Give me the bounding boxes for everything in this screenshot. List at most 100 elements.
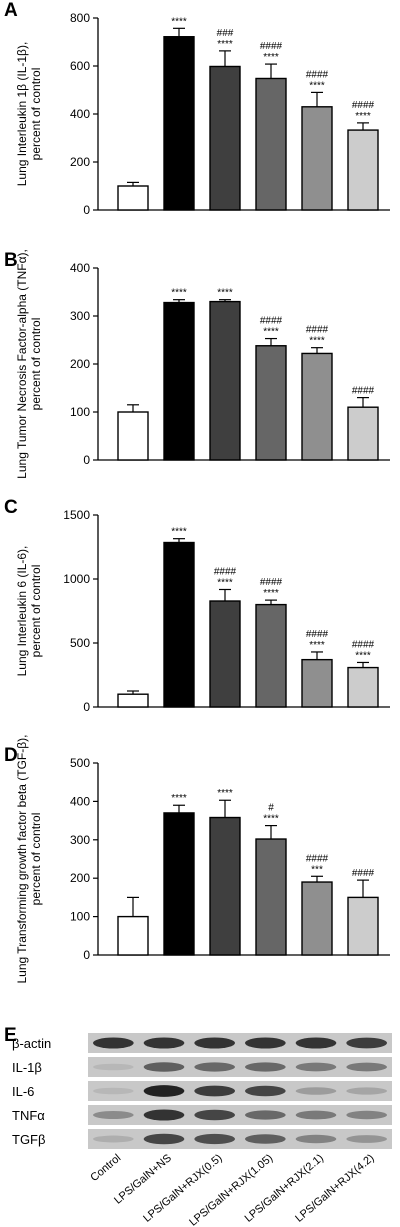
y-tick-label: 600 — [70, 59, 90, 73]
bar — [209, 300, 241, 461]
blot-band — [346, 1037, 387, 1049]
bar — [163, 541, 195, 708]
blot-band — [143, 1133, 185, 1145]
y-tick-label: 0 — [83, 203, 90, 217]
bar — [117, 411, 149, 461]
significance-label: **** — [217, 788, 233, 799]
y-axis-label-line: percent of control — [29, 318, 43, 411]
bar — [163, 36, 195, 211]
significance-line: #### — [260, 577, 283, 588]
y-tick-label: 0 — [83, 700, 90, 714]
significance-line: #### — [214, 566, 237, 577]
y-tick-label: 800 — [70, 11, 90, 25]
significance-line: #### — [352, 100, 375, 111]
significance-line: **** — [263, 52, 279, 63]
significance-line: #### — [260, 316, 283, 327]
y-axis-label-line: Lung Transforming growth factor beta (TG… — [15, 735, 29, 984]
y-tick-label: 200 — [70, 871, 90, 885]
y-axis-label: Lung Transforming growth factor beta (TG… — [15, 735, 43, 984]
blot-band — [194, 1085, 236, 1097]
significance-line: **** — [263, 327, 279, 338]
blot-band — [346, 1110, 387, 1120]
bar-chart-B: 0 100 200 300 400 Lung Tumor Necrosis Factor-… — [15, 249, 390, 479]
significance-line: **** — [171, 16, 187, 27]
significance-line: #### — [306, 853, 329, 864]
blot-band — [143, 1062, 185, 1072]
bar — [255, 77, 287, 211]
y-tick-label: 500 — [70, 756, 90, 770]
significance-line: **** — [171, 793, 187, 804]
blot-band — [245, 1062, 286, 1072]
bar — [255, 603, 287, 708]
blot-band — [295, 1062, 337, 1072]
western-blot-panel: E β-actin IL-1β IL-6 TNFα TGFβ Control LPS/Gal… — [0, 1025, 400, 1227]
chart-panel-B: B 0 100 200 300 400 Lung Tumor Necrosis Factor… — [0, 249, 400, 490]
y-tick-label: 0 — [83, 453, 90, 467]
blot-band — [245, 1134, 286, 1144]
significance-line: **** — [263, 814, 279, 825]
significance-line: #### — [260, 41, 283, 52]
significance-label: #### **** — [306, 325, 329, 347]
blot-band — [295, 1087, 337, 1095]
blot-row-label: TGFβ — [12, 1132, 45, 1147]
y-tick-label: 300 — [70, 309, 90, 323]
y-axis-label-line: Lung Tumor Necrosis Factor-alpha (TNFα), — [15, 249, 29, 479]
significance-label: **** — [171, 527, 187, 538]
significance-label: #### *** — [306, 853, 329, 875]
blot-band — [143, 1037, 185, 1049]
bar-chart-A: 0 200 400 600 800 Lung Interleukin 1β (IL-1β)… — [15, 11, 390, 217]
category-label: LPS/GalN+RJX(1.05) — [187, 1152, 275, 1227]
significance-line: **** — [171, 288, 187, 299]
y-axis-label: Lung Interleukin 6 (IL-6),percent of con… — [15, 546, 43, 677]
bar — [301, 881, 333, 956]
significance-label: **** — [171, 16, 187, 27]
y-axis-label: Lung Interleukin 1β (IL-1β),percent of c… — [15, 42, 43, 187]
panel-letter-E: E — [4, 1025, 17, 1046]
bar — [209, 65, 241, 211]
y-axis-label: Lung Tumor Necrosis Factor-alpha (TNFα),… — [15, 249, 43, 479]
significance-label: ### **** — [217, 28, 234, 50]
significance-label: # **** — [263, 803, 279, 825]
significance-line: #### — [352, 639, 375, 650]
significance-line: **** — [309, 640, 325, 651]
significance-label: **** — [171, 288, 187, 299]
y-axis-label-line: Lung Interleukin 6 (IL-6), — [15, 546, 29, 677]
significance-line: #### — [306, 325, 329, 336]
significance-line: **** — [217, 288, 233, 299]
significance-line: ### — [217, 28, 234, 39]
blot-band — [194, 1037, 236, 1049]
blot-band — [245, 1110, 286, 1120]
blot-band — [295, 1134, 337, 1144]
significance-label: #### **** — [352, 100, 375, 122]
bar — [117, 185, 149, 211]
western-blot-figure: β-actin IL-1β IL-6 TNFα TGFβ Control LPS/GalN+… — [12, 1033, 392, 1227]
bar — [117, 693, 149, 708]
significance-line: #### — [352, 868, 375, 879]
y-tick-label: 400 — [70, 794, 90, 808]
significance-label: #### — [352, 386, 375, 397]
significance-line: #### — [306, 629, 329, 640]
chart-panel-C: C 0 500 1000 1500 Lung Interleukin 6 (IL-6),p… — [0, 497, 400, 737]
y-axis-label-line: Lung Interleukin 1β (IL-1β), — [15, 42, 29, 187]
y-axis-label-line: percent of control — [29, 565, 43, 658]
blot-strip — [88, 1057, 392, 1077]
significance-label: #### **** — [260, 577, 283, 599]
blot-band — [93, 1110, 134, 1120]
blot-band — [346, 1087, 387, 1095]
y-tick-label: 200 — [70, 155, 90, 169]
significance-line: **** — [355, 111, 371, 122]
bar — [117, 915, 149, 956]
bar — [163, 301, 195, 461]
significance-line: **** — [217, 788, 233, 799]
significance-line: #### — [306, 69, 329, 80]
significance-line: **** — [217, 39, 233, 50]
blot-band — [346, 1135, 387, 1143]
blot-band — [245, 1037, 286, 1049]
panel-letter-D: D — [4, 745, 18, 766]
blot-band — [194, 1133, 236, 1145]
significance-line: **** — [217, 577, 233, 588]
bar — [209, 600, 241, 708]
significance-label: #### **** — [306, 69, 329, 91]
y-tick-label: 0 — [83, 948, 90, 962]
y-axis-label-line: percent of control — [29, 68, 43, 161]
